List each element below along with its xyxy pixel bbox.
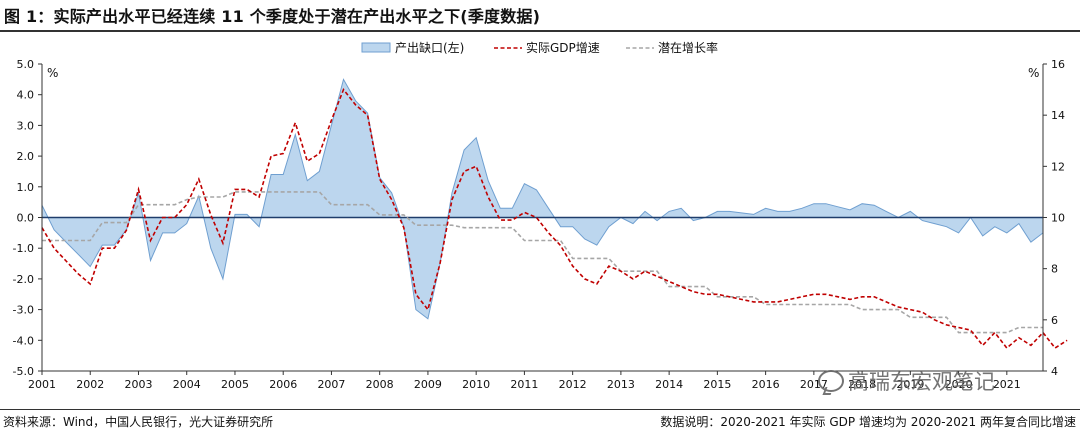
series-potential-growth-line [42, 191, 1043, 334]
x-tick-label: 2016 [752, 378, 780, 391]
legend: 产出缺口(左) 实际GDP增速 潜在增长率 [361, 40, 718, 55]
x-tick-label: 2015 [703, 378, 731, 391]
x-tick-label: 2002 [76, 378, 104, 391]
watermark: 高瑞东宏观笔记 [818, 366, 995, 396]
source-note: 资料来源：Wind，中国人民银行，光大证券研究所 [3, 415, 274, 429]
x-tick-label: 2021 [993, 378, 1021, 391]
title-divider [0, 30, 1080, 32]
x-tick-label: 2009 [414, 378, 442, 391]
series-output-gap-outline [41, 78, 1044, 320]
x-tick-label: 2014 [655, 378, 683, 391]
x-tick-label: 2011 [510, 378, 538, 391]
right-tick-label: 8 [1051, 263, 1058, 276]
left-tick-label: -5.0 [13, 365, 34, 378]
x-tick-label: 2013 [607, 378, 635, 391]
left-axis-unit: % [47, 66, 58, 80]
legend-label-potential: 潜在增长率 [658, 40, 718, 55]
right-tick-label: 4 [1051, 365, 1058, 378]
x-tick-label: 2003 [124, 378, 152, 391]
left-tick-label: -4.0 [13, 334, 34, 347]
x-tick-label: 2006 [269, 378, 297, 391]
legend-swatch-gap [361, 42, 391, 53]
x-tick-label: 2018 [848, 378, 876, 391]
axes: 5.0 4.0 3.0 2.0 1.0 0.0 -1.0 -2.0 -3.0 -4.0 -5.0 16… [13, 58, 1065, 391]
wechat-icon [818, 370, 844, 392]
left-tick-label: 0.0 [17, 212, 35, 225]
right-tick-label: 6 [1051, 314, 1058, 327]
left-tick-label: -2.0 [13, 273, 34, 286]
x-tick-label: 2005 [221, 378, 249, 391]
footer-divider [0, 409, 1080, 410]
x-tick-label: 2008 [366, 378, 394, 391]
x-tick-label: 2007 [317, 378, 345, 391]
legend-label-gap: 产出缺口(左) [395, 40, 464, 55]
left-tick-label: 2.0 [17, 150, 35, 163]
right-axis-unit: % [1028, 66, 1039, 80]
x-tick-label: 2020 [945, 378, 973, 391]
x-tick-label: 2019 [896, 378, 924, 391]
figure-title: 图 1：实际产出水平已经连续 11 个季度处于潜在产出水平之下(季度数据) [4, 7, 541, 26]
x-tick-label: 2001 [28, 378, 56, 391]
left-tick-label: 1.0 [17, 181, 35, 194]
left-tick-label: 5.0 [17, 58, 35, 71]
right-tick-label: 12 [1051, 160, 1065, 173]
left-tick-label: -1.0 [13, 242, 34, 255]
x-tick-label: 2004 [173, 378, 201, 391]
left-tick-label: 3.0 [17, 119, 35, 132]
legend-label-gdp: 实际GDP增速 [526, 40, 600, 55]
chart: 产出缺口(左) 实际GDP增速 潜在增长率 % % 5.0 4.0 3.0 2.0 1.… [13, 40, 1068, 391]
right-tick-label: 10 [1051, 212, 1065, 225]
left-tick-label: 4.0 [17, 89, 35, 102]
plot-area [41, 78, 1068, 350]
left-tick-label: -3.0 [13, 304, 34, 317]
data-note: 数据说明：2020-2021 年实际 GDP 增速均为 2020-2021 两年… [660, 415, 1076, 429]
right-tick-label: 16 [1051, 58, 1065, 71]
right-tick-label: 14 [1051, 109, 1065, 122]
series-real-gdp-line [41, 88, 1068, 350]
watermark-text: 高瑞东宏观笔记 [848, 370, 995, 394]
x-tick-label: 2010 [462, 378, 490, 391]
x-tick-label: 2012 [559, 378, 587, 391]
